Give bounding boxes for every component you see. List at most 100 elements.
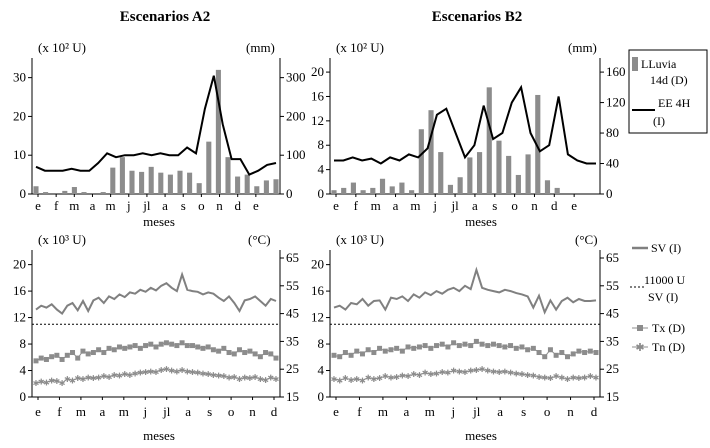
legend-top-box	[628, 49, 708, 134]
tn-marker: ✱	[205, 370, 212, 379]
rain-bar	[379, 178, 386, 194]
right-tick-label: 65	[606, 250, 619, 265]
tn-marker: ✱	[252, 373, 259, 382]
left-unit-label: (x 10³ U)	[38, 232, 86, 247]
tx-marker	[416, 344, 422, 350]
right-tick-label: 55	[606, 278, 619, 293]
left-tick-label: 8	[318, 336, 325, 351]
rain-bar	[206, 141, 212, 194]
tn-marker: ✱	[490, 367, 497, 376]
rain-bar	[486, 87, 492, 194]
rain-bar	[409, 190, 415, 194]
left-tick-label: 0	[20, 186, 27, 201]
legend-top: LLuvia 14d (D) EE 4H (I)	[628, 49, 708, 134]
right-tick-label: 0	[606, 186, 613, 201]
left-tick-label: 12	[13, 310, 26, 325]
right-tick-label: 0	[286, 186, 293, 201]
rain-bar	[515, 174, 521, 194]
tn-marker: ✱	[502, 367, 509, 376]
tx-marker	[143, 343, 149, 349]
tx-marker	[59, 356, 65, 362]
tx-marker	[75, 355, 81, 361]
month-label: a	[90, 198, 96, 213]
rain-bar	[62, 190, 68, 194]
tx-marker	[485, 343, 491, 349]
month-label: f	[54, 198, 59, 213]
right-tick-label: 120	[606, 95, 626, 110]
right-tick-label: 35	[286, 333, 299, 348]
month-label: o	[198, 198, 205, 213]
tx-marker	[49, 354, 55, 360]
tn-marker: ✱	[530, 371, 537, 380]
tn-marker: ✱	[184, 367, 191, 376]
right-tick-label: 45	[606, 306, 619, 321]
right-tick-label: 200	[286, 108, 306, 123]
rain-bar	[476, 152, 483, 194]
rain-bar	[244, 174, 250, 194]
tn-marker: ✱	[484, 367, 491, 376]
month-label: d	[271, 404, 278, 419]
tn-marker: ✱	[348, 376, 355, 385]
tx-marker	[190, 343, 196, 349]
tn-marker: ✱	[427, 370, 434, 379]
rain-bar	[119, 157, 125, 194]
month-label: o	[544, 404, 551, 419]
tn-marker: ✱	[382, 372, 389, 381]
tx-marker	[54, 352, 60, 358]
rain-bar	[225, 157, 231, 194]
rain-bar	[263, 180, 269, 194]
tn-marker: ✱	[593, 374, 600, 383]
tn-marker: ✱	[38, 378, 45, 387]
tx-marker	[411, 345, 417, 351]
rain-bar	[535, 94, 541, 194]
left-tick-label: 10	[13, 147, 26, 162]
tx-marker	[179, 340, 185, 346]
tn-marker: ✱	[513, 369, 520, 378]
tx-marker	[236, 347, 242, 353]
month-label: a	[185, 404, 191, 419]
tx-marker	[96, 347, 102, 353]
legend-tn-marker: ✱	[635, 342, 644, 354]
right-tick-label: 80	[606, 125, 619, 140]
tn-marker: ✱	[331, 375, 338, 384]
tx-marker	[445, 344, 451, 350]
x-axis-label: meses	[143, 214, 175, 229]
tx-marker	[101, 350, 107, 356]
tx-marker	[468, 343, 474, 349]
tx-marker	[388, 347, 394, 353]
x-axis-label: meses	[465, 428, 497, 443]
tn-marker: ✱	[547, 374, 554, 383]
rain-bar	[506, 155, 512, 194]
tx-marker	[337, 354, 343, 360]
legend-sv: SV (I)	[651, 241, 681, 255]
rain-bar	[158, 172, 164, 194]
tx-marker	[195, 344, 201, 350]
legend-tx: Tx (D)	[652, 321, 685, 335]
right-unit-label: (°C)	[575, 232, 598, 247]
tn-marker: ✱	[33, 379, 40, 388]
left-tick-label: 4	[318, 363, 325, 378]
month-label: m	[378, 404, 388, 419]
tn-marker: ✱	[558, 374, 565, 383]
tx-marker	[342, 350, 348, 356]
tn-marker: ✱	[359, 376, 366, 385]
rain-bar	[370, 187, 376, 194]
tx-marker	[582, 350, 588, 356]
rain-bar	[341, 187, 347, 194]
rain-bar	[360, 190, 366, 194]
left-tick-label: 16	[13, 283, 27, 298]
ee-line	[334, 84, 596, 165]
month-label: m	[119, 404, 129, 419]
rain-bar	[428, 110, 434, 194]
tn-marker: ✱	[439, 368, 446, 377]
rain-bar	[177, 170, 183, 194]
tn-marker: ✱	[336, 376, 343, 385]
month-label: jl	[450, 198, 459, 213]
month-label: s	[492, 198, 497, 213]
month-label: e	[571, 198, 577, 213]
tn-marker: ✱	[48, 376, 55, 385]
tn-marker: ✱	[496, 368, 503, 377]
tx-marker	[434, 343, 440, 349]
rain-bar	[389, 186, 395, 194]
